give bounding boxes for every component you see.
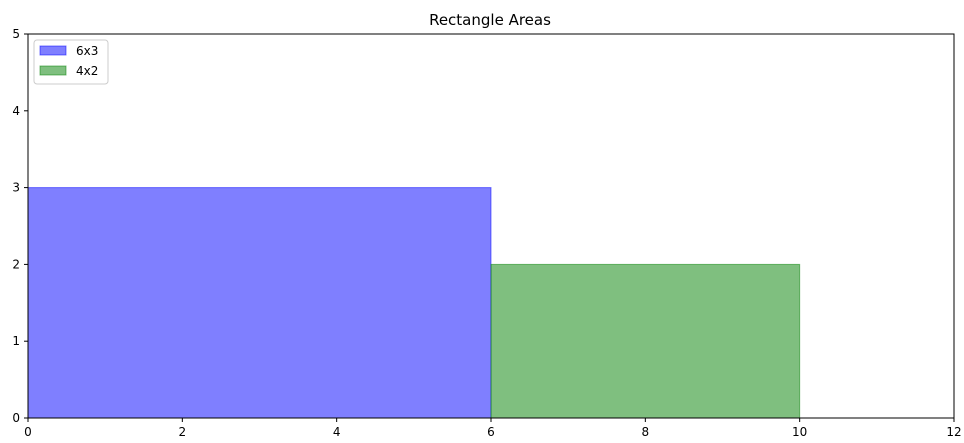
y-axis: 0 1 2 3 4 5 (12, 27, 28, 425)
legend-label: 6x3 (76, 44, 98, 58)
y-tick-label: 2 (12, 257, 20, 271)
x-tick-label: 2 (179, 425, 187, 439)
y-tick-label: 4 (12, 104, 20, 118)
x-tick-label: 10 (792, 425, 807, 439)
rectangles (27, 187, 801, 419)
legend-swatch (39, 65, 67, 76)
y-tick-label: 0 (12, 411, 20, 425)
chart-title: Rectangle Areas (429, 11, 551, 29)
y-tick-label: 5 (12, 27, 20, 41)
x-tick-label: 4 (333, 425, 341, 439)
x-axis: 0 2 4 6 8 10 12 (24, 418, 962, 439)
rectangle-4x2 (490, 263, 801, 419)
y-tick-label: 3 (12, 181, 20, 195)
legend-swatch (39, 45, 67, 56)
y-tick-label: 1 (12, 334, 20, 348)
legend-label: 4x2 (76, 64, 98, 78)
x-tick-label: 0 (24, 425, 32, 439)
rectangle-6x3 (27, 187, 492, 419)
x-tick-label: 8 (642, 425, 650, 439)
x-tick-label: 12 (946, 425, 961, 439)
x-tick-label: 6 (487, 425, 495, 439)
